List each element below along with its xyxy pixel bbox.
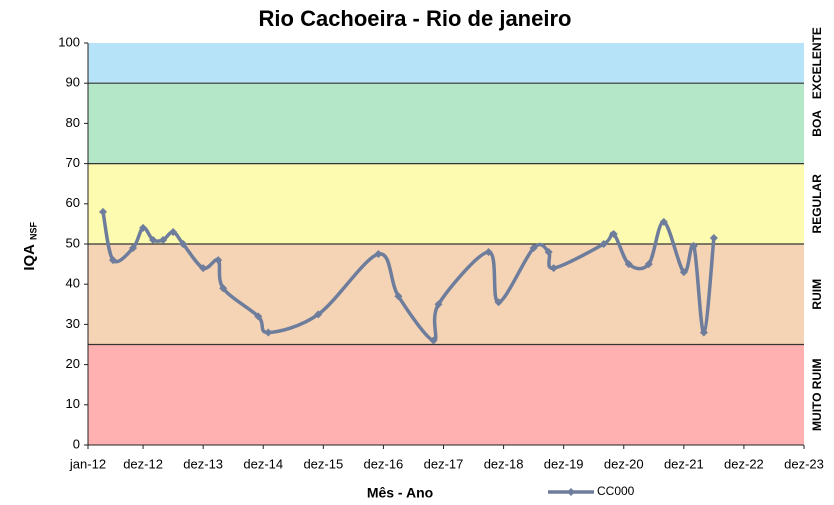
x-axis-label: Mês - Ano: [367, 485, 433, 501]
y-tick-label: 70: [66, 155, 80, 170]
y-tick-label: 40: [66, 276, 80, 291]
data-point: [699, 328, 708, 337]
data-point: [254, 312, 263, 321]
data-point: [429, 336, 438, 345]
data-point: [599, 240, 608, 248]
band-label: BOA: [810, 110, 824, 137]
x-tick-label: dez-18: [484, 456, 524, 471]
y-tick-label: 100: [58, 34, 80, 49]
data-point: [689, 242, 698, 251]
data-point: [374, 250, 383, 259]
data-point: [219, 284, 228, 293]
data-point: [544, 248, 553, 257]
x-tick-label: dez-21: [664, 456, 704, 471]
data-point: [169, 227, 178, 236]
data-point: [214, 256, 223, 265]
x-tick-label: dez-15: [303, 456, 343, 471]
y-tick-label: 30: [66, 316, 80, 331]
y-tick-label: 80: [66, 115, 80, 130]
y-axis-label-sub: NSF: [28, 221, 38, 240]
legend-label: CC000: [597, 484, 635, 498]
data-point: [99, 207, 108, 216]
data-point: [644, 260, 653, 269]
x-tick-label: jan-12: [69, 456, 106, 471]
y-tick-label: 90: [66, 75, 80, 90]
x-tick-label: dez-22: [724, 456, 764, 471]
data-point: [149, 235, 158, 244]
data-point: [679, 268, 688, 277]
data-point: [179, 240, 188, 248]
y-tick-label: 50: [66, 235, 80, 250]
data-point: [434, 300, 443, 309]
band-label: RUIM: [810, 279, 824, 310]
x-tick-label: dez-19: [544, 456, 584, 471]
data-point: [659, 217, 668, 226]
data-point: [549, 264, 558, 273]
y-tick-label: 60: [66, 195, 80, 210]
band-label: REGULAR: [810, 174, 824, 234]
band: [88, 83, 804, 164]
band: [88, 163, 804, 244]
band-label: MUITO RUIM: [810, 359, 824, 431]
data-point: [624, 260, 633, 269]
band-label: EXCELENTE: [810, 27, 824, 99]
x-tick-label: dez-20: [604, 456, 644, 471]
y-tick-label: 10: [66, 396, 80, 411]
y-tick-label: 0: [73, 436, 80, 451]
x-tick-label: dez-14: [243, 456, 283, 471]
data-point: [264, 328, 273, 337]
data-point: [494, 298, 503, 307]
y-axis-label: IQA: [21, 244, 38, 271]
x-tick-label: dez-23: [784, 456, 824, 471]
x-tick-label: dez-17: [424, 456, 464, 471]
data-point: [129, 244, 138, 253]
data-point: [109, 256, 118, 265]
data-point: [609, 229, 618, 238]
data-point: [394, 292, 403, 301]
data-point: [139, 223, 148, 232]
x-tick-label: dez-12: [123, 456, 163, 471]
data-point: [314, 310, 323, 319]
legend-marker: [567, 488, 575, 496]
band: [88, 344, 804, 445]
data-point: [484, 248, 493, 257]
y-tick-label: 20: [66, 356, 80, 371]
y-axis-label-group: IQA NSF: [21, 221, 38, 270]
x-tick-label: dez-13: [183, 456, 223, 471]
data-point: [529, 244, 538, 253]
chart-title: Rio Cachoeira - Rio de janeiro: [259, 6, 572, 31]
data-point: [159, 235, 168, 244]
data-point: [199, 264, 208, 273]
x-tick-label: dez-16: [364, 456, 404, 471]
data-point: [709, 233, 718, 242]
band: [88, 43, 804, 84]
